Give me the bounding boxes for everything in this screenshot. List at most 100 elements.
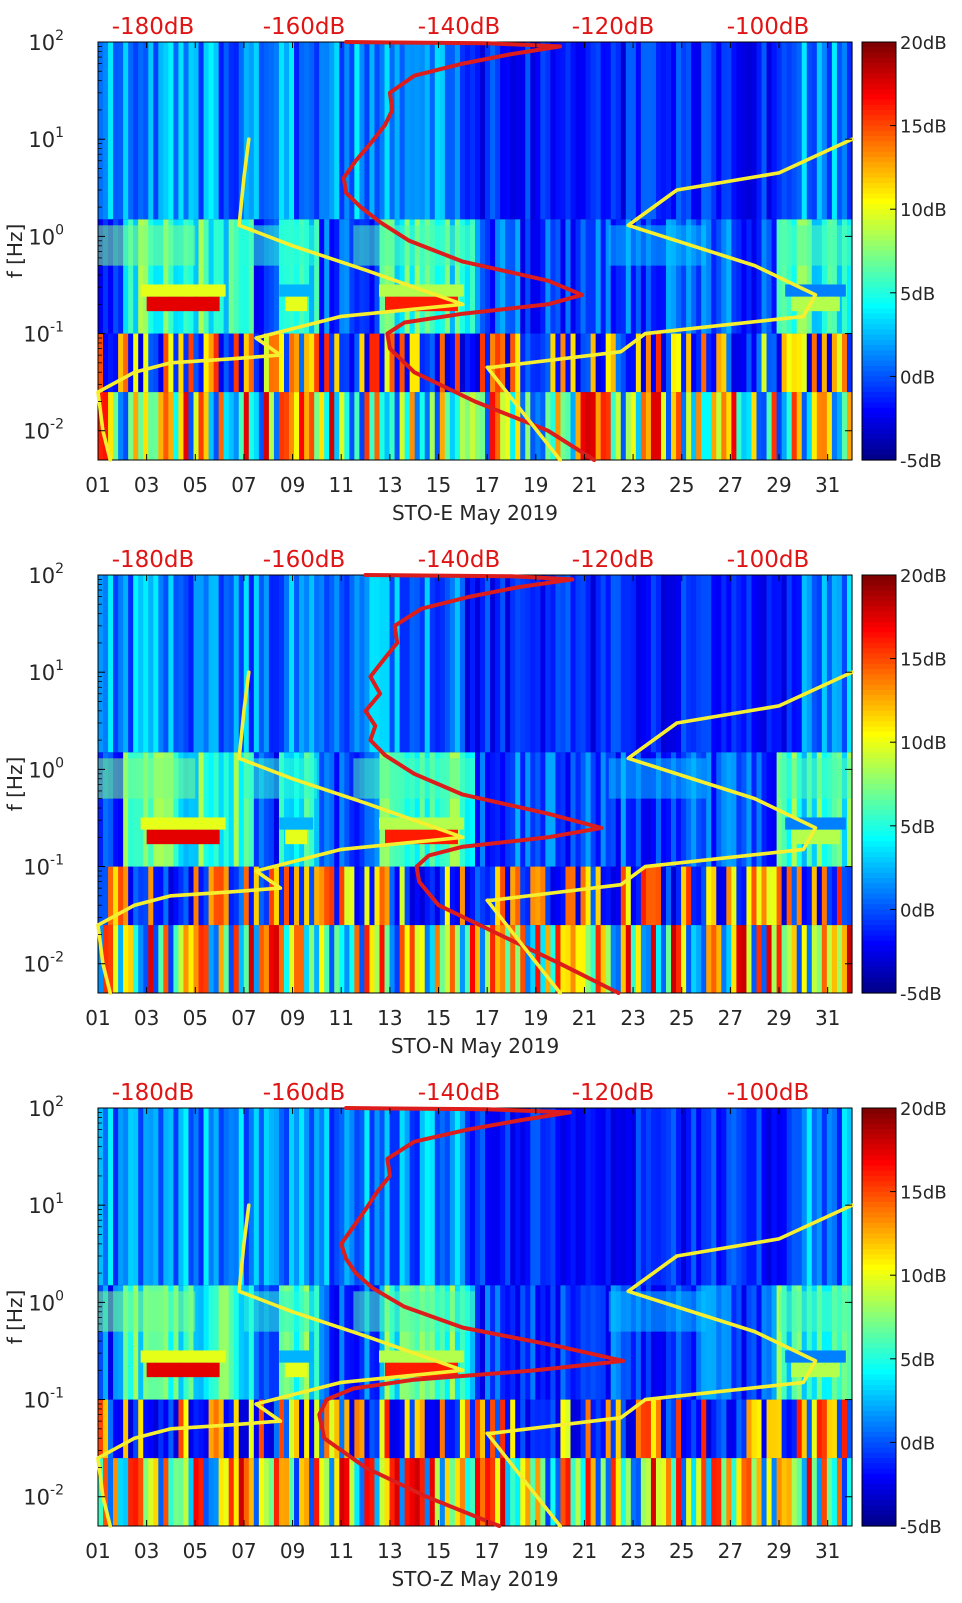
colorbar-cell	[862, 956, 896, 963]
colorbar-cell	[862, 308, 896, 315]
x-tick-label: 19	[523, 1006, 548, 1030]
colorbar-cell	[862, 1139, 896, 1146]
x-axis-title: STO-Z May 2019	[391, 1567, 558, 1591]
colorbar-cell	[862, 1155, 896, 1161]
colorbar-cell	[862, 1337, 896, 1344]
colorbar-cell	[862, 951, 896, 958]
x-tick-label: 03	[134, 473, 159, 497]
colorbar-cell	[862, 1212, 896, 1219]
y-tick-label: 100	[28, 1288, 64, 1315]
colorbar-cell	[862, 365, 896, 372]
colorbar-cell	[862, 710, 896, 717]
x-tick-label: 21	[572, 1006, 597, 1030]
colorbar-cell	[862, 831, 896, 837]
colorbar-cell	[862, 642, 896, 649]
x-tick-label: 01	[85, 1539, 110, 1563]
x-tick-label: 27	[718, 1006, 743, 1030]
y-tick-label: 102	[28, 1094, 64, 1121]
colorbar-cell	[862, 89, 896, 95]
top-db-label: -100dB	[727, 1080, 810, 1106]
colorbar-cell	[862, 1431, 896, 1438]
x-tick-label: 25	[669, 1006, 694, 1030]
colorbar: 20dB 15dB 10dB 5dB 0dB -5dB	[861, 566, 947, 1005]
colorbar-cell	[862, 841, 896, 848]
colorbar-cell	[862, 731, 896, 738]
x-tick-label: 29	[766, 473, 791, 497]
colorbar-cell	[862, 1369, 896, 1376]
colorbar-cell	[862, 674, 896, 681]
x-tick-label: 25	[669, 1539, 694, 1563]
colorbar-cell	[862, 1348, 896, 1355]
x-tick-label: 23	[620, 1539, 645, 1563]
colorbar-cell	[862, 162, 896, 168]
colorbar-cell	[862, 616, 896, 623]
colorbar-cell	[862, 151, 896, 158]
colorbar-cell	[862, 1311, 896, 1318]
colorbar-cell	[862, 1442, 896, 1449]
colorbar-cell	[862, 940, 896, 947]
colorbar-tick-label: 10dB	[900, 200, 947, 221]
colorbar-tick-label: 5dB	[900, 817, 935, 838]
colorbar-cell	[862, 136, 896, 142]
y-tick-label: 101	[28, 125, 64, 152]
top-db-label: -140dB	[418, 1080, 501, 1106]
y-tick-label: 10-2	[23, 417, 64, 444]
colorbar-cell	[862, 454, 896, 461]
x-tick-label: 19	[523, 1539, 548, 1563]
colorbar-cell	[862, 303, 896, 310]
colorbar-cell	[862, 219, 896, 226]
x-tick-label: 31	[815, 1539, 840, 1563]
colorbar-cell	[862, 637, 896, 644]
colorbar-cell	[862, 428, 896, 435]
colorbar-cell	[862, 412, 896, 419]
colorbar-cell	[862, 418, 896, 425]
x-tick-label: 25	[669, 473, 694, 497]
colorbar-cell	[862, 339, 896, 346]
x-tick-label: 13	[377, 473, 402, 497]
colorbar-cell	[862, 1264, 896, 1271]
colorbar-cell	[862, 632, 896, 639]
colorbar-cell	[862, 99, 896, 106]
series-line-yellow-model-B	[485, 670, 854, 995]
colorbar-cell	[862, 611, 896, 618]
colorbar-cell	[862, 747, 896, 754]
colorbar-cell	[862, 669, 896, 675]
colorbar-cell	[862, 1290, 896, 1297]
x-tick-label: 31	[815, 1006, 840, 1030]
colorbar-cell	[862, 1384, 896, 1391]
y-tick-label: 102	[28, 28, 64, 55]
colorbar-cell	[862, 663, 896, 670]
colorbar-cell	[862, 810, 896, 816]
x-tick-label: 11	[328, 473, 353, 497]
colorbar-cell	[862, 1285, 896, 1292]
top-db-label: -100dB	[727, 14, 810, 40]
x-tick-label: 27	[718, 473, 743, 497]
x-tick-label: 17	[474, 1539, 499, 1563]
colorbar-cell	[862, 1468, 896, 1475]
x-tick-label: 03	[134, 1006, 159, 1030]
colorbar-cell	[862, 1343, 896, 1349]
colorbar-tick-label: 5dB	[900, 284, 935, 305]
colorbar-cell	[862, 982, 896, 989]
colorbar-cell	[862, 1520, 896, 1527]
colorbar-cell	[862, 329, 896, 336]
colorbar-cell	[862, 1186, 896, 1193]
colorbar-cell	[862, 188, 896, 195]
colorbar-tick-label: -5dB	[900, 984, 942, 1005]
x-axis-title: STO-E May 2019	[392, 501, 558, 525]
x-tick-label: 29	[766, 1006, 791, 1030]
series-line-yellow-model-B	[485, 137, 854, 462]
x-tick-label: 21	[572, 1539, 597, 1563]
colorbar-cell	[862, 292, 896, 299]
colorbar-cell	[862, 125, 896, 132]
colorbar-cell	[862, 961, 896, 968]
colorbar-cell	[862, 1390, 896, 1396]
colorbar-cell	[862, 595, 896, 602]
series-line-yellow-model-A	[96, 137, 465, 462]
heatmap-cells	[98, 575, 853, 993]
colorbar-tick-label: 20dB	[900, 33, 947, 54]
y-tick-label: 10-2	[23, 950, 64, 977]
colorbar-cell	[862, 878, 896, 884]
colorbar-cell	[862, 277, 896, 283]
colorbar-cell	[862, 799, 896, 806]
